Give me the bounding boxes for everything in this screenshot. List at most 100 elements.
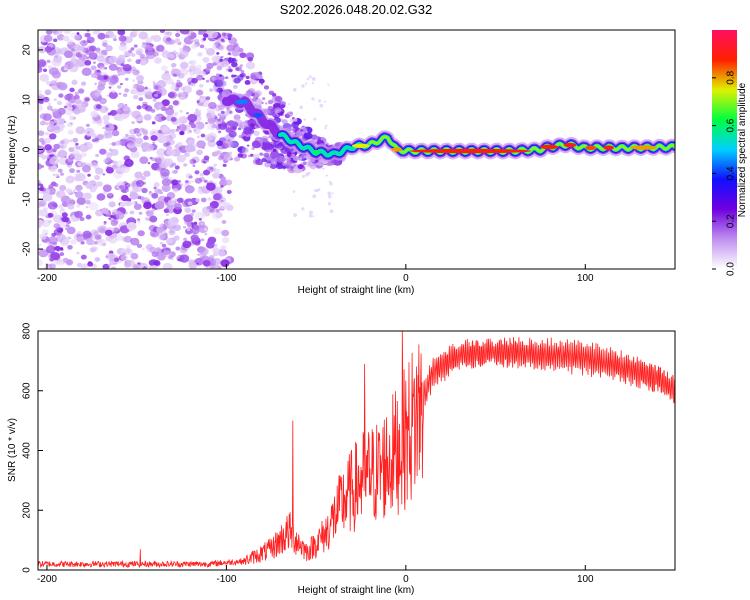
speckle-blob [53, 38, 58, 42]
speckle-blob [230, 140, 239, 149]
ridge-hot-core [563, 142, 577, 148]
speckle-blob [208, 254, 215, 260]
colorbar-ticks: 0.0 0.2 0.4 0.6 0.8 [712, 70, 737, 276]
speckle-blob [105, 237, 110, 242]
speckle-blob [311, 97, 315, 101]
speckle-blob [44, 154, 50, 159]
speckle-blob [133, 94, 139, 100]
speckle-blob [254, 90, 262, 97]
speckle-blob [217, 250, 226, 257]
speckle-blob [189, 158, 197, 165]
speckle-blob [284, 160, 295, 169]
speckle-blob [292, 87, 297, 92]
speckle-blob [91, 161, 99, 168]
speckle-blob [308, 210, 313, 215]
speckle-blob [54, 125, 60, 131]
speckle-blob [252, 97, 257, 102]
speckle-blob [221, 237, 230, 244]
speckle-blob [111, 34, 117, 39]
speckle-blob [273, 140, 283, 149]
speckle-blob [105, 255, 109, 258]
speckle-blob [194, 121, 205, 130]
speckle-blob [190, 30, 194, 33]
speckle-blob [38, 145, 44, 153]
speckle-blob [136, 218, 141, 222]
speckle-blob [211, 55, 221, 63]
speckle-blob [67, 244, 73, 250]
speckle-blob [81, 81, 87, 86]
speckle-blob [198, 247, 209, 256]
speckle-blob [306, 77, 310, 81]
speckle-blob [319, 103, 324, 108]
speckle-blob [124, 182, 131, 188]
colorbar-tick-label: 0.6 [726, 118, 737, 132]
speckle-blob [101, 39, 108, 45]
speckle-blob [145, 210, 154, 217]
speckle-blob [322, 167, 325, 170]
speckle-blob [213, 243, 218, 247]
speckle-blob [258, 78, 265, 84]
speckle-blob [59, 140, 65, 145]
speckle-blob [151, 208, 156, 212]
speckle-blob [120, 165, 131, 174]
speckle-blob [188, 68, 193, 73]
ridge-hot-core [253, 113, 263, 118]
speckle-blob [198, 83, 204, 88]
speckle-blob [93, 61, 96, 64]
speckle-blob [204, 134, 213, 142]
speckle-blob [274, 96, 283, 103]
speckle-blob [229, 110, 233, 114]
speckle-blob [327, 194, 332, 199]
speckle-blob [41, 141, 46, 145]
ridge-hot-core [603, 145, 614, 150]
speckle-blob [240, 153, 247, 159]
speckle-blob [80, 263, 88, 269]
speckle-blob [44, 46, 53, 53]
speckle-blob [97, 32, 106, 40]
speckle-blob [167, 199, 175, 206]
speckle-blob [156, 252, 167, 261]
speckle-blob [53, 98, 57, 102]
speckle-blob [114, 257, 120, 262]
speckle-blob [227, 120, 235, 127]
speckle-blob [59, 247, 64, 251]
speckle-blob [172, 50, 177, 53]
speckle-blob [80, 50, 86, 56]
speckle-blob [327, 83, 330, 86]
speckle-blob [85, 199, 91, 205]
speckle-blob [131, 66, 137, 71]
speckle-blob [262, 97, 266, 100]
speckle-blob [281, 119, 288, 125]
speckle-blob [87, 173, 91, 177]
speckle-blob [130, 252, 139, 260]
speckle-blob [168, 39, 176, 45]
speckle-blob [215, 88, 220, 93]
speckle-blob [187, 139, 195, 146]
speckle-blob [264, 102, 268, 105]
speckle-blob [154, 93, 159, 97]
speckle-blob [41, 219, 51, 228]
speckle-blob [155, 88, 163, 94]
speckle-blob [251, 147, 255, 151]
speckle-blob [38, 130, 45, 137]
speckle-blob [179, 246, 188, 254]
speckle-blob [44, 266, 47, 269]
speckle-blob [150, 134, 158, 142]
speckle-blob [203, 33, 209, 38]
speckle-blob [308, 214, 313, 218]
speckle-blob [127, 141, 136, 149]
speckle-blob [323, 161, 327, 165]
speckle-blob [64, 94, 73, 101]
speckle-blob [77, 46, 85, 52]
speckle-blob [216, 52, 220, 55]
speckle-blob [165, 238, 173, 244]
speckle-blob [75, 173, 78, 176]
ridge-hot-core [585, 145, 597, 151]
speckle-blob [314, 188, 318, 192]
snr-x-tick-label: 0 [403, 574, 409, 585]
speckle-blob [327, 191, 332, 196]
ridge-hot-core [391, 147, 403, 152]
speckle-blob [88, 201, 99, 211]
speckle-blob [215, 73, 220, 77]
speckle-blob [165, 107, 175, 116]
